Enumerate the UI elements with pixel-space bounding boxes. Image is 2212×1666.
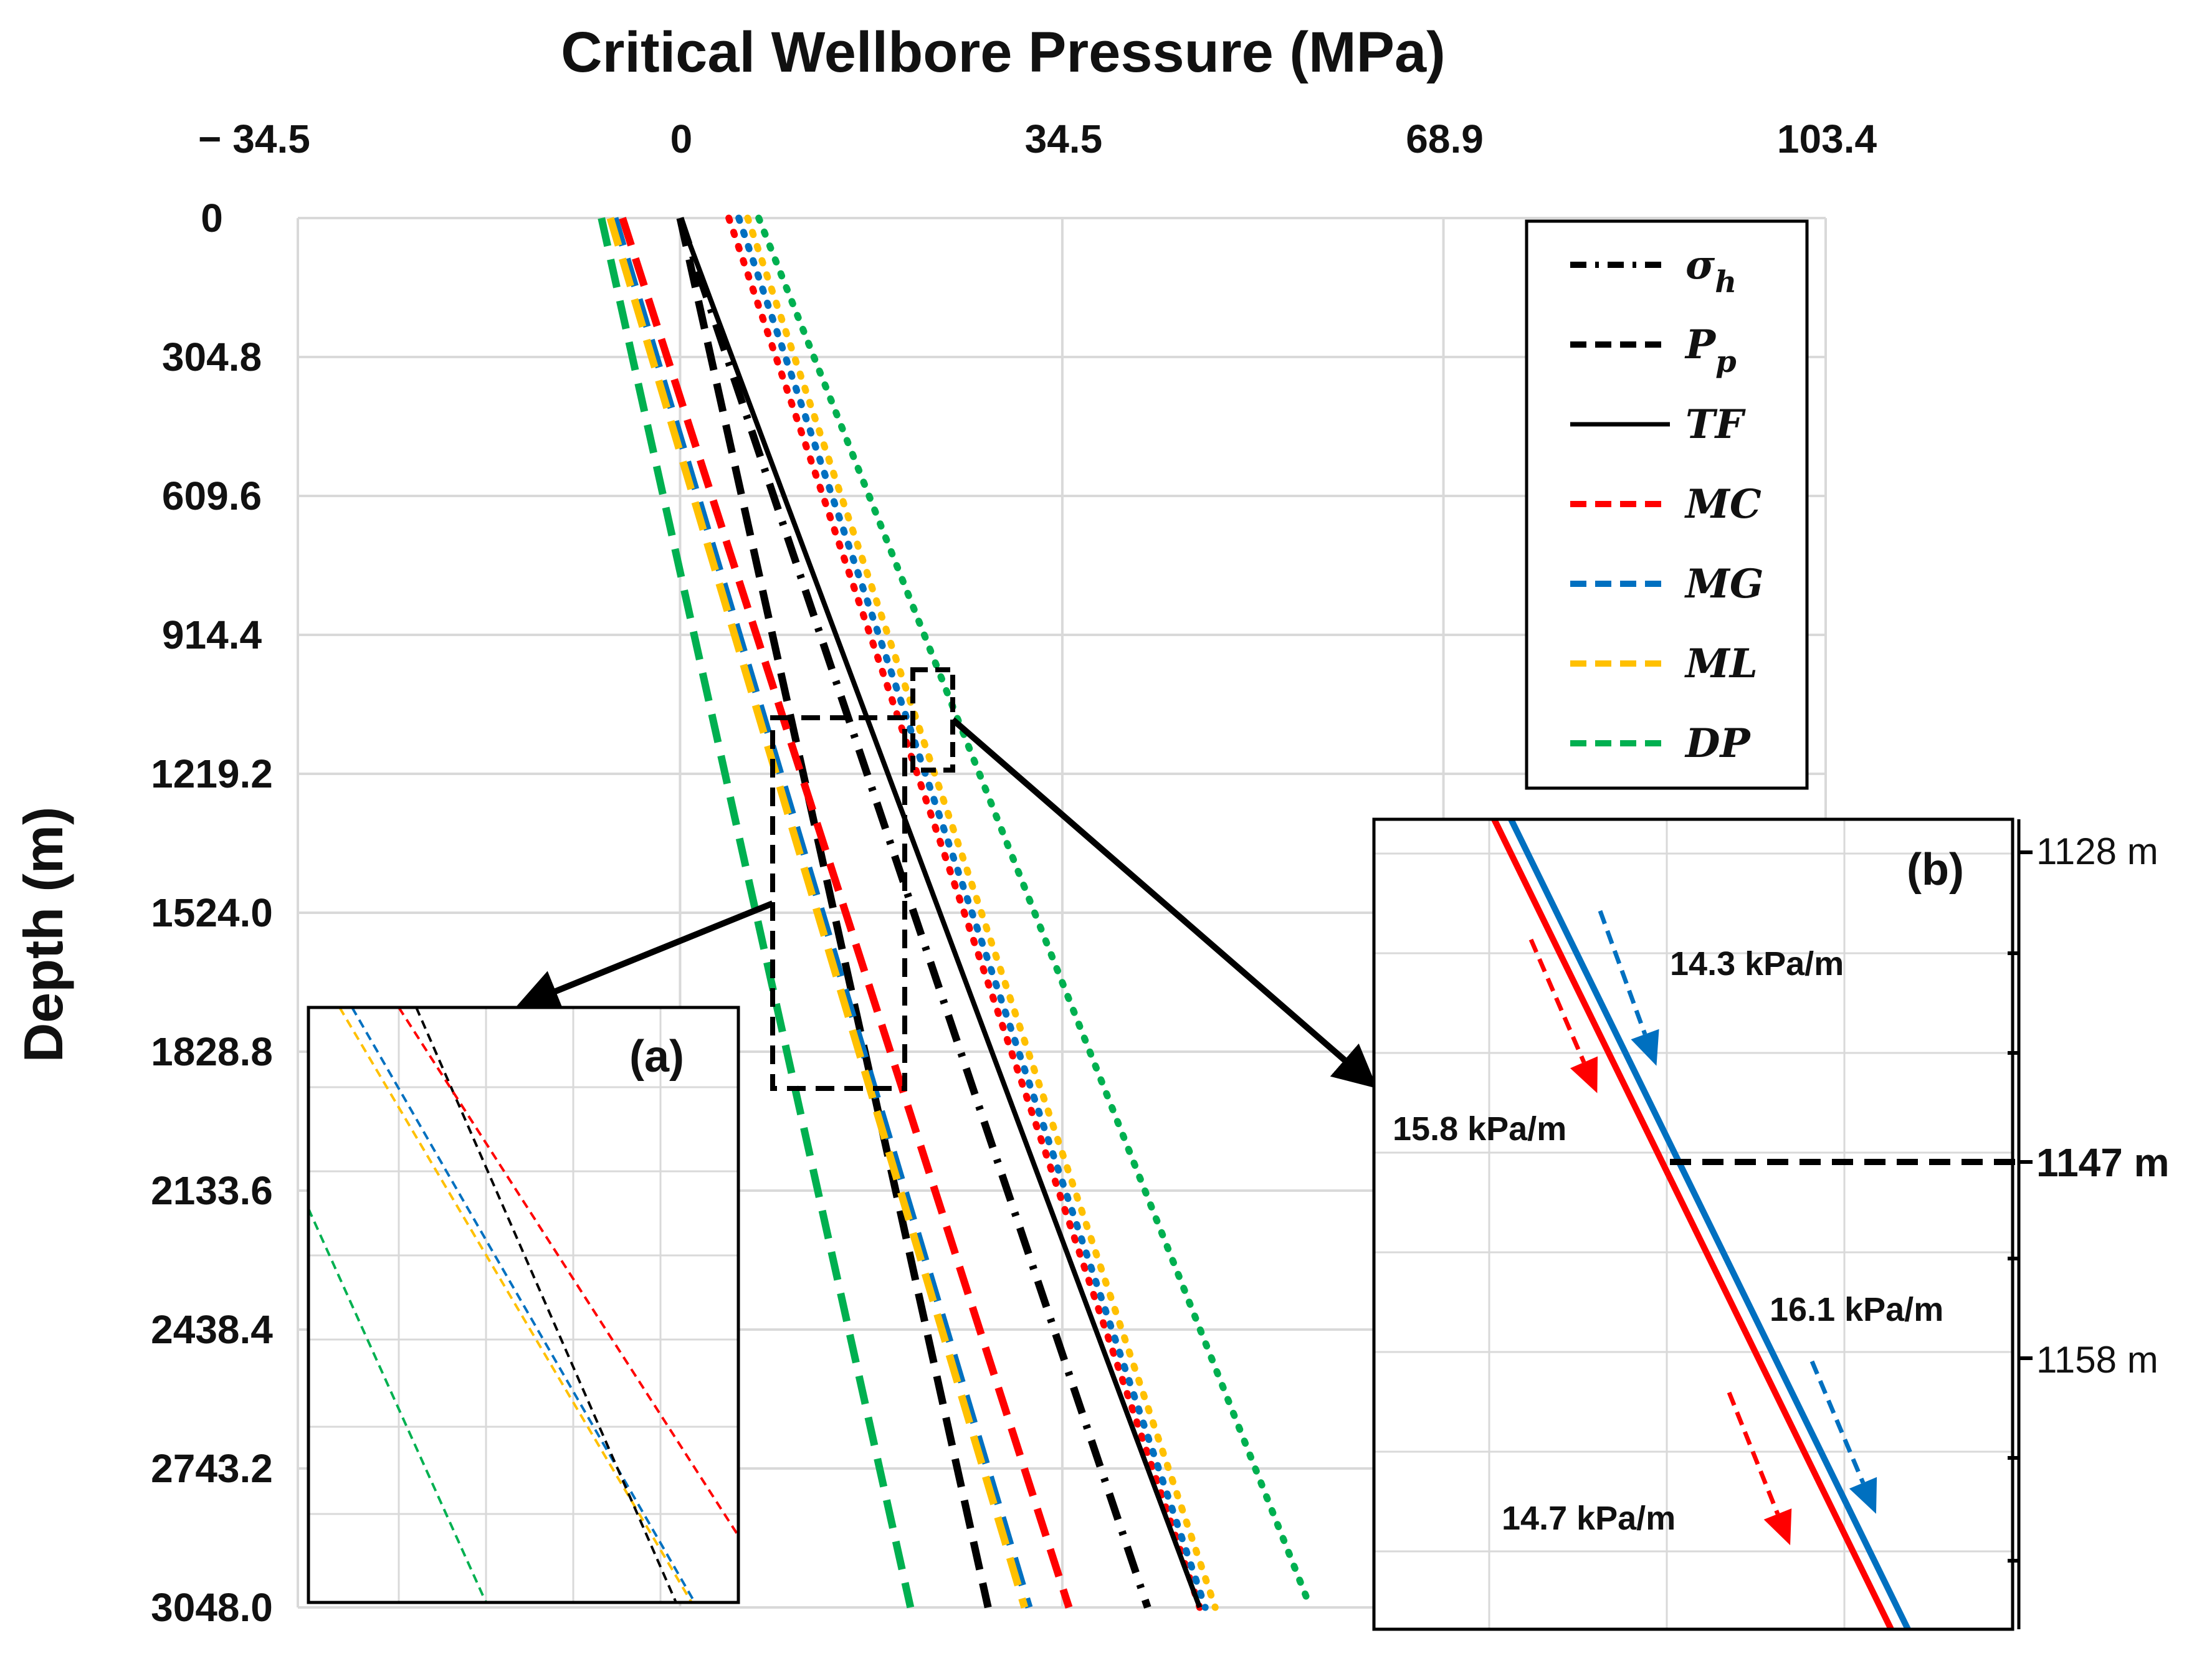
series-line-ml	[606, 217, 1029, 1609]
legend-label-mc: MC	[1684, 481, 1761, 528]
legend-box	[1525, 219, 1809, 790]
series-lines	[598, 214, 1314, 1611]
inset-b-blue-line	[1508, 817, 1911, 1631]
slope-label-14-3: 14.3 kPa/m	[1670, 945, 1844, 983]
y-tick-labels: 0 304.8 609.6 914.4 1219.2 1524.0 1828.8 2133.6…	[151, 196, 273, 1630]
series-line-mg	[611, 217, 1033, 1609]
y-tick-label: 914.4	[162, 612, 262, 657]
arrow-14-7-kpa-shaft	[1727, 1391, 1780, 1515]
y-axis-label: Depth (m)	[12, 807, 74, 1063]
x-tick-label: 68.9	[1406, 117, 1484, 161]
arrow-to-inset-a	[515, 900, 774, 1012]
inset-a: (a)	[307, 1006, 740, 1604]
series-line-ml-upper	[744, 214, 1219, 1611]
arrow-16-1-kpa-head	[1849, 1477, 1877, 1514]
y-tick-label: 1524.0	[151, 890, 273, 935]
zoom-box-a	[770, 715, 907, 1091]
y-tick-label: 2743.2	[151, 1446, 273, 1491]
inset-a-mc-line	[398, 1006, 740, 1537]
inset-a-frame	[307, 1006, 740, 1604]
inset-a-lines	[307, 1006, 740, 1604]
legend-label-tf: TF	[1685, 401, 1747, 448]
series-line-dp-upper	[755, 214, 1314, 1611]
depth-label-1147: 1147 m	[2036, 1140, 2170, 1185]
arrow-14-3-kpa-head	[1631, 1029, 1659, 1066]
inset-a-background	[308, 1007, 738, 1602]
depth-label-1158: 1158 m	[2036, 1339, 2158, 1381]
inset-b-frame	[1372, 817, 2014, 1631]
x-tick-label: 0	[670, 117, 693, 161]
slope-label-16-1: 16.1 kPa/m	[1770, 1291, 1943, 1328]
y-tick-label: 0	[201, 196, 223, 240]
series-line--h	[676, 217, 1151, 1609]
inset-a-ml-line	[338, 1006, 693, 1604]
inset-b-label: (b)	[1907, 845, 1964, 895]
legend-subscript: h	[1715, 265, 1737, 300]
series-line-tf	[677, 217, 1203, 1609]
y-tick-label: 2438.4	[151, 1307, 273, 1352]
y-tick-label: 2133.6	[151, 1168, 273, 1213]
inset-b: (b) 14.3 kPa/m 15.8 kPa/m 16.1 kPa/m 14.…	[1372, 817, 2019, 1631]
slope-label-15-8: 15.8 kPa/m	[1393, 1110, 1566, 1148]
x-tick-label: 103.4	[1777, 117, 1877, 161]
series-line-mc-upper	[725, 214, 1203, 1611]
inset-a-label: (a)	[629, 1032, 684, 1082]
inset-a-dp-line	[307, 1208, 487, 1603]
y-tick-label: 304.8	[162, 335, 262, 379]
series-line-mg-upper	[735, 214, 1209, 1611]
arrow-14-3-kpa-shaft	[1598, 910, 1647, 1035]
arrow-14-7-kpa-head	[1763, 1508, 1792, 1546]
y-tick-label: 3048.0	[151, 1585, 273, 1630]
x-tick-label: − 34.5	[198, 117, 310, 161]
depth-label-1128: 1128 m	[2036, 831, 2158, 872]
inset-a-pp-line	[415, 1007, 677, 1603]
inset-b-red-line	[1491, 817, 1894, 1631]
inset-b-grid	[1374, 819, 2013, 1629]
y-tick-label: 1828.8	[151, 1029, 273, 1074]
arrow-15-8-kpa-head	[1570, 1056, 1598, 1093]
series-line-pp	[676, 217, 992, 1609]
chart-title: Critical Wellbore Pressure (MPa)	[561, 21, 1446, 84]
y-tick-label: 1219.2	[151, 751, 273, 796]
x-tick-labels: − 34.5 0 34.5 68.9 103.4	[198, 117, 1877, 161]
arrow-15-8-kpa-shaft	[1528, 938, 1586, 1064]
legend-label-mg: MG	[1684, 561, 1764, 607]
inset-b-depth-axis: 1128 m 1147 m 1158 m	[2008, 819, 2170, 1629]
legend-label-ml: ML	[1684, 640, 1758, 687]
arrow-16-1-kpa-shaft	[1809, 1360, 1866, 1484]
y-tick-label: 609.6	[162, 474, 262, 518]
slope-label-14-7: 14.7 kPa/m	[1502, 1500, 1676, 1537]
series-line-mc	[619, 217, 1073, 1609]
arrow-to-inset-b	[950, 717, 1378, 1089]
x-tick-label: 34.5	[1025, 117, 1103, 161]
legend-label-dp: DP	[1684, 720, 1752, 767]
series-line-dp	[598, 217, 915, 1609]
slope-arrows	[1528, 910, 1877, 1546]
legend-subscript: p	[1715, 345, 1737, 379]
